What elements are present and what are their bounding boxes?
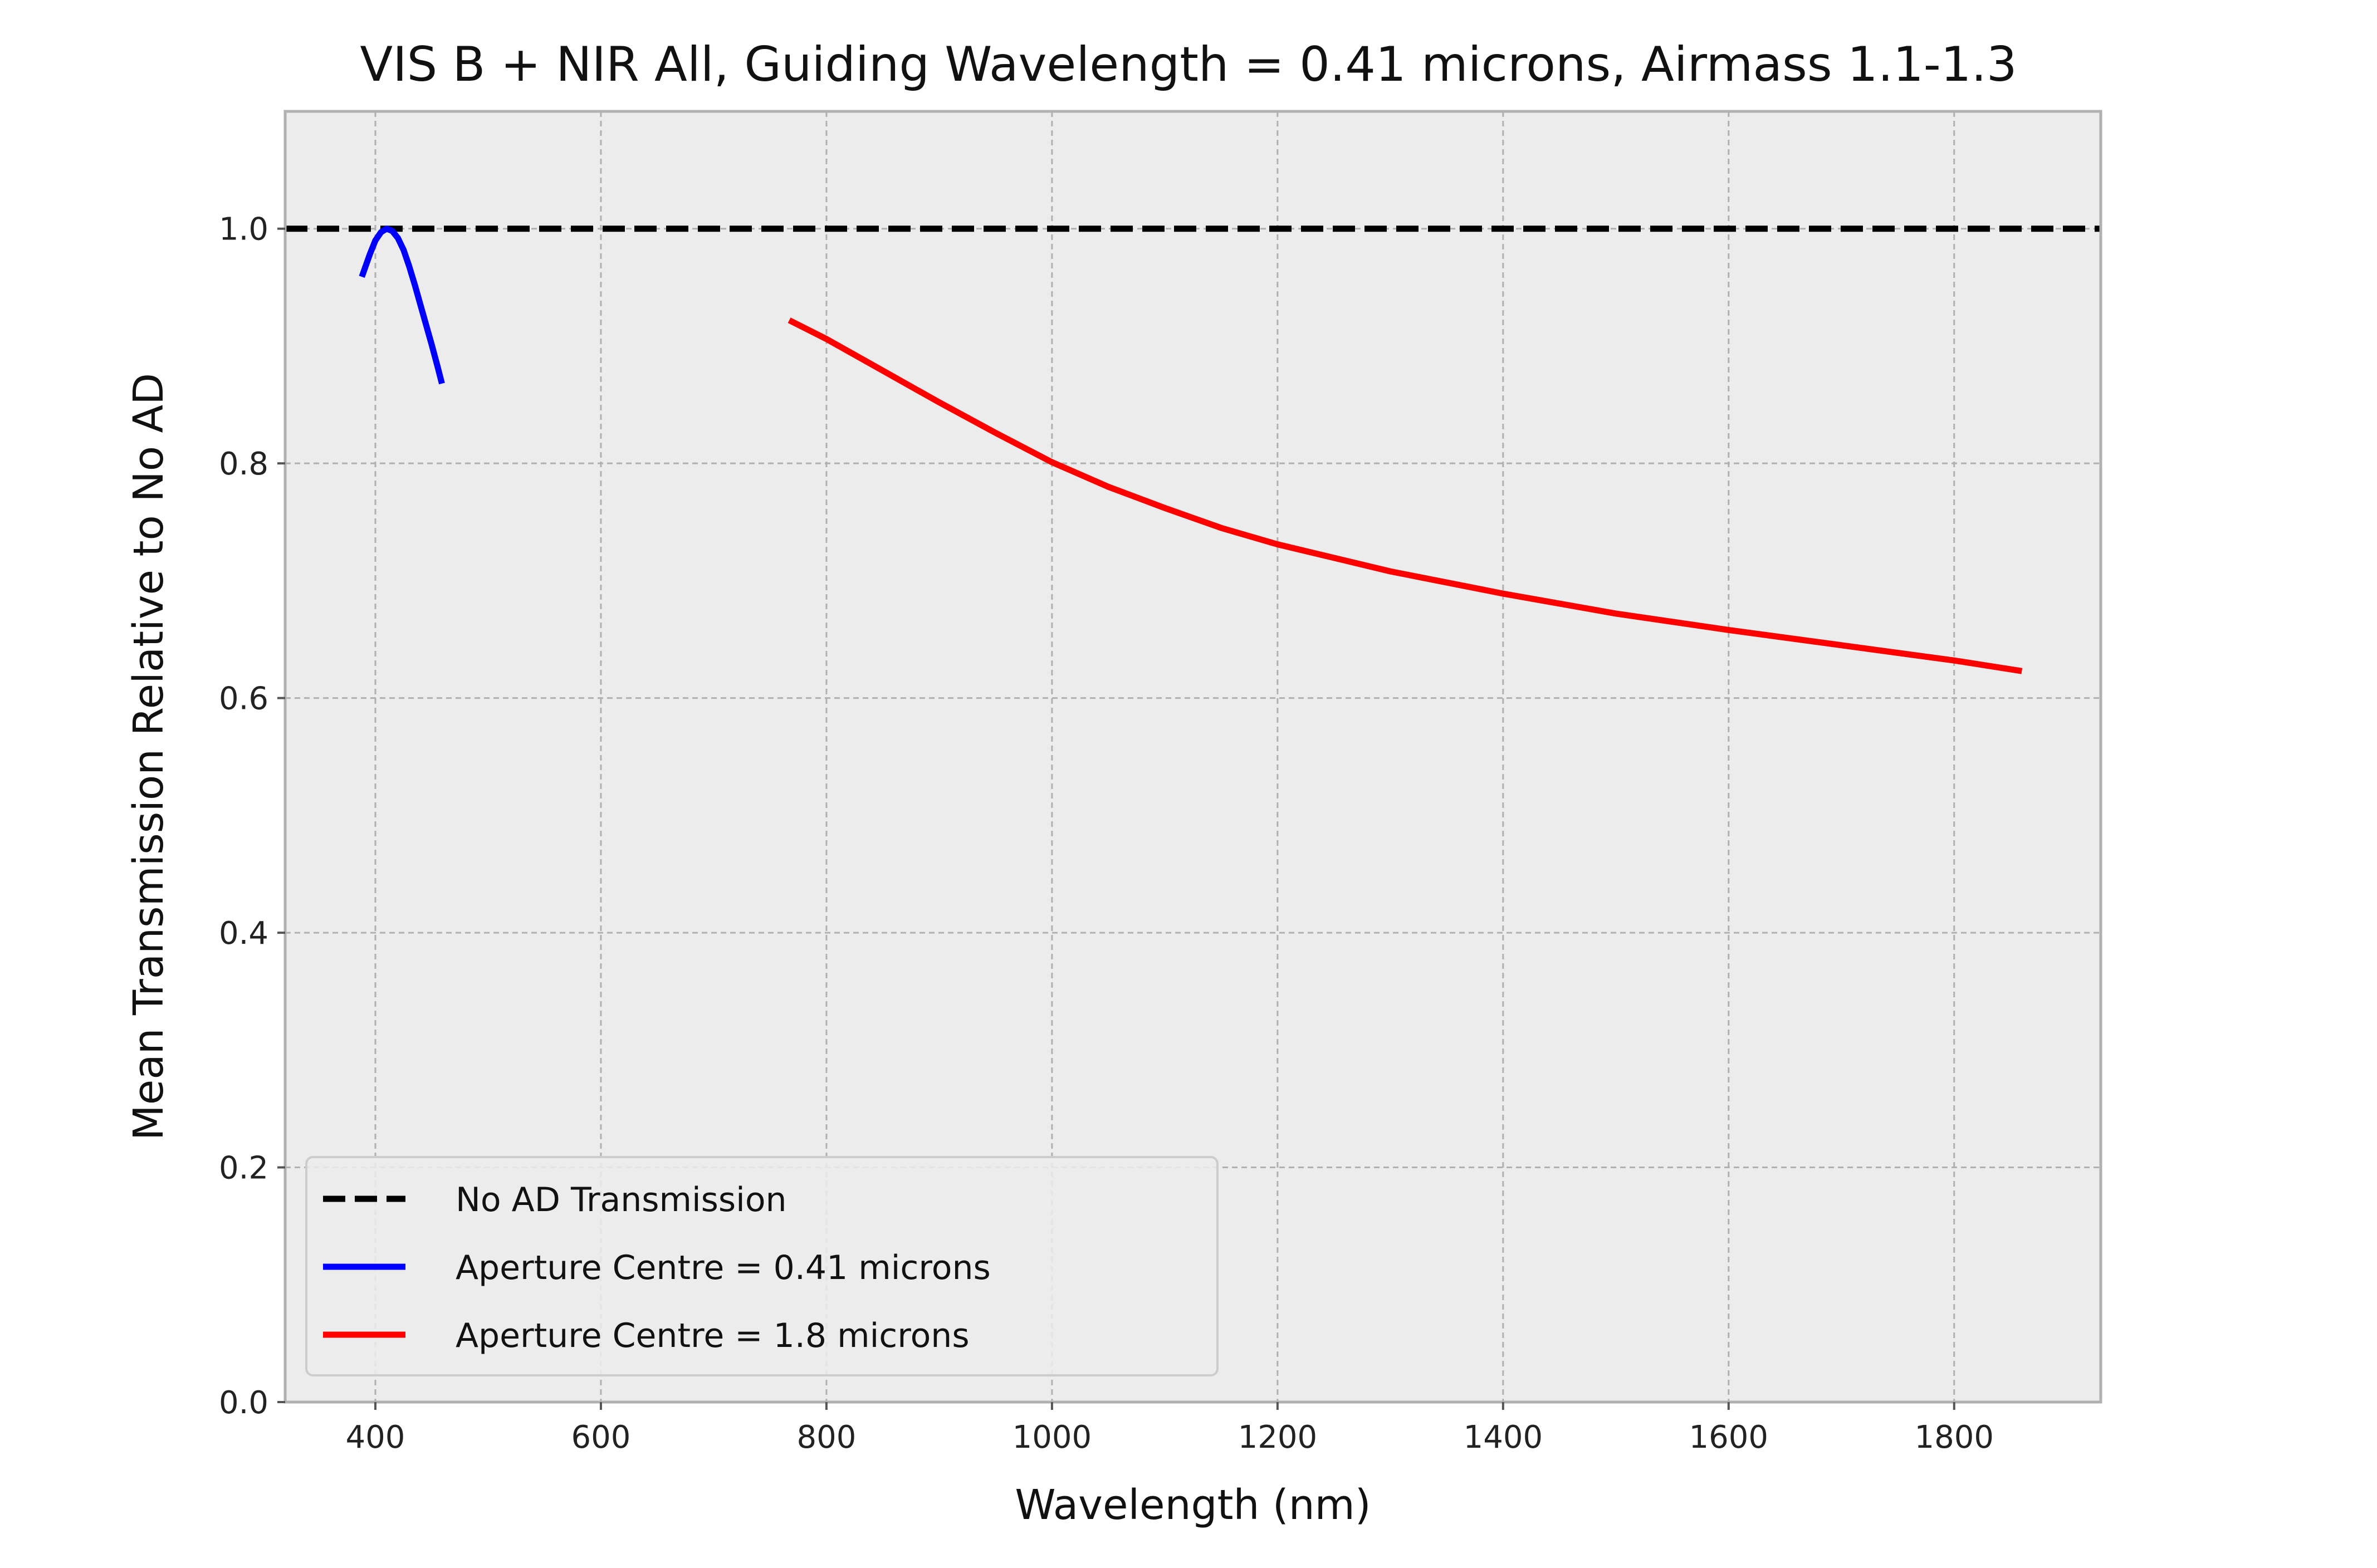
x-tick-label: 1400 bbox=[1464, 1419, 1543, 1456]
y-tick-label: 1.0 bbox=[219, 212, 268, 248]
legend-box bbox=[305, 1156, 1219, 1376]
x-tick-label: 1000 bbox=[1013, 1419, 1092, 1456]
x-tick-label: 800 bbox=[796, 1419, 856, 1456]
x-tick-label: 1800 bbox=[1915, 1419, 1994, 1456]
x-tick-label: 1600 bbox=[1689, 1419, 1769, 1456]
x-axis-label: Wavelength (nm) bbox=[1015, 1481, 1371, 1529]
x-tick-label: 600 bbox=[571, 1419, 631, 1456]
y-tick-label: 0.0 bbox=[219, 1385, 268, 1421]
y-tick-label: 0.4 bbox=[219, 915, 268, 952]
series-lines bbox=[285, 226, 2101, 674]
y-axis-label: Mean Transmission Relative to No AD bbox=[125, 373, 173, 1140]
x-tick-label: 400 bbox=[346, 1419, 405, 1456]
x-tick-label: 1200 bbox=[1238, 1419, 1318, 1456]
legend-label: Aperture Centre = 0.41 microns bbox=[456, 1248, 991, 1287]
y-tick-label: 0.2 bbox=[219, 1150, 268, 1187]
chart-title: VIS B + NIR All, Guiding Wavelength = 0.… bbox=[360, 37, 2017, 92]
grid-lines bbox=[285, 111, 2101, 1403]
legend-label: Aperture Centre = 1.8 microns bbox=[456, 1316, 970, 1355]
y-tick-label: 0.6 bbox=[219, 681, 268, 717]
series-line-aperture-centre-0-41-microns bbox=[359, 226, 445, 385]
axis-ticks: 400 600 800 1000 1200 1400 1600 1800 0.0 0.2 0.4 0.… bbox=[219, 212, 1994, 1456]
plot-frame bbox=[283, 110, 2102, 1404]
legend-label: No AD Transmission bbox=[456, 1180, 787, 1219]
series-line-aperture-centre-1-8-microns bbox=[788, 317, 2023, 674]
legend: No AD Transmission Aperture Centre = 0.41… bbox=[305, 1156, 1219, 1376]
y-tick-label: 0.8 bbox=[219, 446, 268, 482]
